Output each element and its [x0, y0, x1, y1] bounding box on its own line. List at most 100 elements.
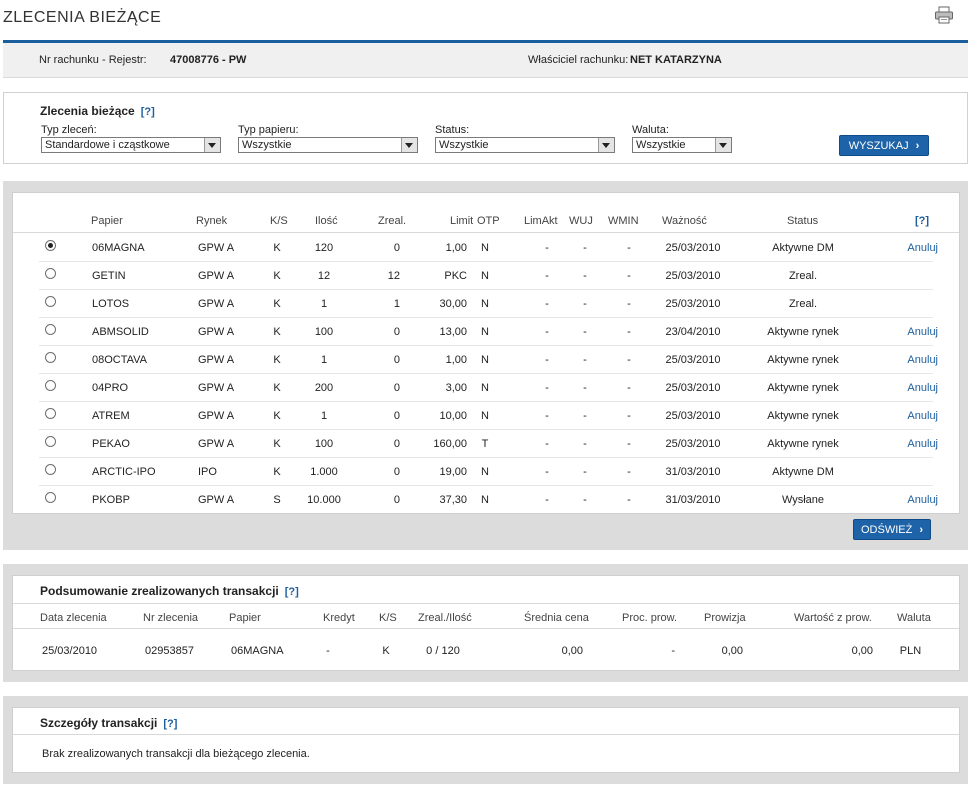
order-cell-status: Aktywne rynek	[767, 382, 839, 394]
currency-select[interactable]: Wszystkie	[632, 137, 732, 153]
order-cell-rynek: GPW A	[198, 326, 235, 338]
order-cell-limit: 10,00	[439, 410, 467, 422]
account-number-value: 47008776 - PW	[170, 54, 247, 66]
search-button[interactable]: WYSZUKAJ ›	[839, 135, 929, 156]
cancel-order-link[interactable]: Anuluj	[907, 494, 938, 506]
order-select-radio[interactable]	[45, 240, 56, 251]
order-select-radio[interactable]	[45, 492, 56, 503]
order-row[interactable]: ATREM GPW A K 1 0 10,00 N - - - 25/03/2010 Aktywne …	[13, 402, 959, 430]
order-cell-waznosc: 31/03/2010	[665, 494, 721, 506]
account-owner-label: Właściciel rachunku:	[528, 54, 629, 66]
paper-type-value: Wszystkie	[242, 139, 292, 151]
order-cell-zreal: 0	[393, 326, 400, 338]
cancel-order-link[interactable]: Anuluj	[907, 410, 938, 422]
order-select-radio[interactable]	[45, 324, 56, 335]
order-cell-otp: T	[481, 438, 489, 450]
order-cell-ilosc: 1	[320, 298, 328, 310]
order-cell-limit: 30,00	[439, 298, 467, 310]
details-help-link[interactable]: [?]	[163, 718, 178, 730]
order-cell-rynek: GPW A	[198, 438, 235, 450]
order-select-radio[interactable]	[45, 380, 56, 391]
cancel-order-link[interactable]: Anuluj	[907, 382, 938, 394]
details-message: Brak zrealizowanych transakcji dla bieżą…	[42, 748, 310, 760]
summary-cell: 0,00	[721, 645, 743, 657]
order-cell-otp: N	[481, 298, 489, 310]
details-title: Szczegóły transakcji [?]	[40, 716, 177, 730]
summary-cell: K	[382, 645, 390, 657]
order-select-radio[interactable]	[45, 296, 56, 307]
col-header-zreal: Zreal.	[378, 215, 407, 227]
order-cell-ks: S	[273, 494, 281, 506]
order-cell-papier: LOTOS	[92, 298, 130, 310]
order-cell-status: Wysłane	[781, 494, 825, 506]
order-cell-papier: 08OCTAVA	[92, 354, 148, 366]
cancel-order-link[interactable]: Anuluj	[907, 438, 938, 450]
col-header-papier: Papier	[91, 215, 123, 227]
order-cell-otp: N	[481, 494, 489, 506]
order-cell-wmin: -	[627, 326, 631, 338]
account-info-bar: Nr rachunku - Rejestr: 47008776 - PW Wła…	[3, 43, 968, 78]
order-cell-waznosc: 25/03/2010	[665, 438, 721, 450]
order-cell-otp: N	[481, 466, 489, 478]
order-cell-ks: K	[273, 466, 281, 478]
row-divider	[39, 289, 933, 290]
order-row[interactable]: LOTOS GPW A K 1 1 30,00 N - - - 25/03/2010 Zreal.	[13, 290, 959, 318]
order-row[interactable]: GETIN GPW A K 12 12 PKC N - - - 25/03/2010 Zreal.	[13, 262, 959, 290]
order-cell-wuj: -	[583, 410, 587, 422]
order-cell-otp: N	[481, 326, 489, 338]
order-row[interactable]: ABMSOLID GPW A K 100 0 13,00 N - - - 23/04/2010 Akt…	[13, 318, 959, 346]
order-cell-wuj: -	[583, 270, 587, 282]
summary-col-header: Kredyt	[323, 612, 355, 624]
summary-cell: PLN	[899, 645, 922, 657]
order-select-radio[interactable]	[45, 268, 56, 279]
order-cell-wmin: -	[627, 466, 631, 478]
order-cell-limit: 19,00	[439, 466, 467, 478]
cancel-order-link[interactable]: Anuluj	[907, 242, 938, 254]
chevron-right-icon: ›	[919, 523, 923, 536]
summary-cell: -	[326, 645, 330, 657]
order-cell-otp: N	[481, 354, 489, 366]
refresh-button[interactable]: ODŚWIEŻ ›	[853, 519, 931, 540]
order-cell-ks: K	[273, 382, 281, 394]
order-row[interactable]: ARCTIC-IPO IPO K 1.000 0 19,00 N - - - 31/03/2010 A…	[13, 458, 959, 486]
order-type-label: Typ zleceń:	[41, 124, 97, 136]
order-cell-wmin: -	[627, 242, 631, 254]
order-cell-ilosc: 10.000	[307, 494, 341, 506]
details-divider	[13, 734, 959, 735]
order-cell-wuj: -	[583, 438, 587, 450]
cancel-order-link[interactable]: Anuluj	[907, 354, 938, 366]
order-select-radio[interactable]	[45, 408, 56, 419]
order-row[interactable]: PEKAO GPW A K 100 0 160,00 T - - - 25/03/2010 Aktyw…	[13, 430, 959, 458]
order-row[interactable]: 06MAGNA GPW A K 120 0 1,00 N - - - 25/03/2010 Aktyw…	[13, 234, 959, 262]
order-cell-status: Aktywne rynek	[767, 438, 839, 450]
order-cell-ks: K	[273, 242, 281, 254]
order-cell-otp: N	[481, 410, 489, 422]
order-select-radio[interactable]	[45, 436, 56, 447]
order-cell-wmin: -	[627, 354, 631, 366]
col-header-status: Status	[787, 215, 819, 227]
filters-help-link[interactable]: [?]	[140, 106, 155, 118]
col-header-rynek: Rynek	[196, 215, 228, 227]
summary-help-link[interactable]: [?]	[284, 586, 299, 598]
col-header-limit: Limit	[450, 215, 474, 227]
order-type-select[interactable]: Standardowe i cząstkowe	[41, 137, 221, 153]
order-cell-wuj: -	[583, 326, 587, 338]
order-cell-ilosc: 1	[320, 410, 328, 422]
cancel-order-link[interactable]: Anuluj	[907, 326, 938, 338]
order-row[interactable]: PKOBP GPW A S 10.000 0 37,30 N - - - 31/03/2010 Wys…	[13, 486, 959, 514]
order-row[interactable]: 08OCTAVA GPW A K 1 0 1,00 N - - - 25/03/2010 Aktywn…	[13, 346, 959, 374]
order-select-radio[interactable]	[45, 352, 56, 363]
printer-icon[interactable]	[934, 6, 954, 24]
order-cell-papier: PEKAO	[92, 438, 130, 450]
orders-help-link[interactable]: [?]	[915, 215, 930, 227]
order-row[interactable]: 04PRO GPW A K 200 0 3,00 N - - - 25/03/2010 Aktywne…	[13, 374, 959, 402]
paper-type-select[interactable]: Wszystkie	[238, 137, 418, 153]
order-cell-ilosc: 1.000	[310, 466, 338, 478]
details-title-text: Szczegóły transakcji	[40, 716, 158, 730]
order-cell-otp: N	[481, 242, 489, 254]
order-cell-limakt: -	[545, 466, 549, 478]
order-cell-waznosc: 25/03/2010	[665, 270, 721, 282]
order-cell-papier: 06MAGNA	[92, 242, 145, 254]
status-select[interactable]: Wszystkie	[435, 137, 615, 153]
order-select-radio[interactable]	[45, 464, 56, 475]
